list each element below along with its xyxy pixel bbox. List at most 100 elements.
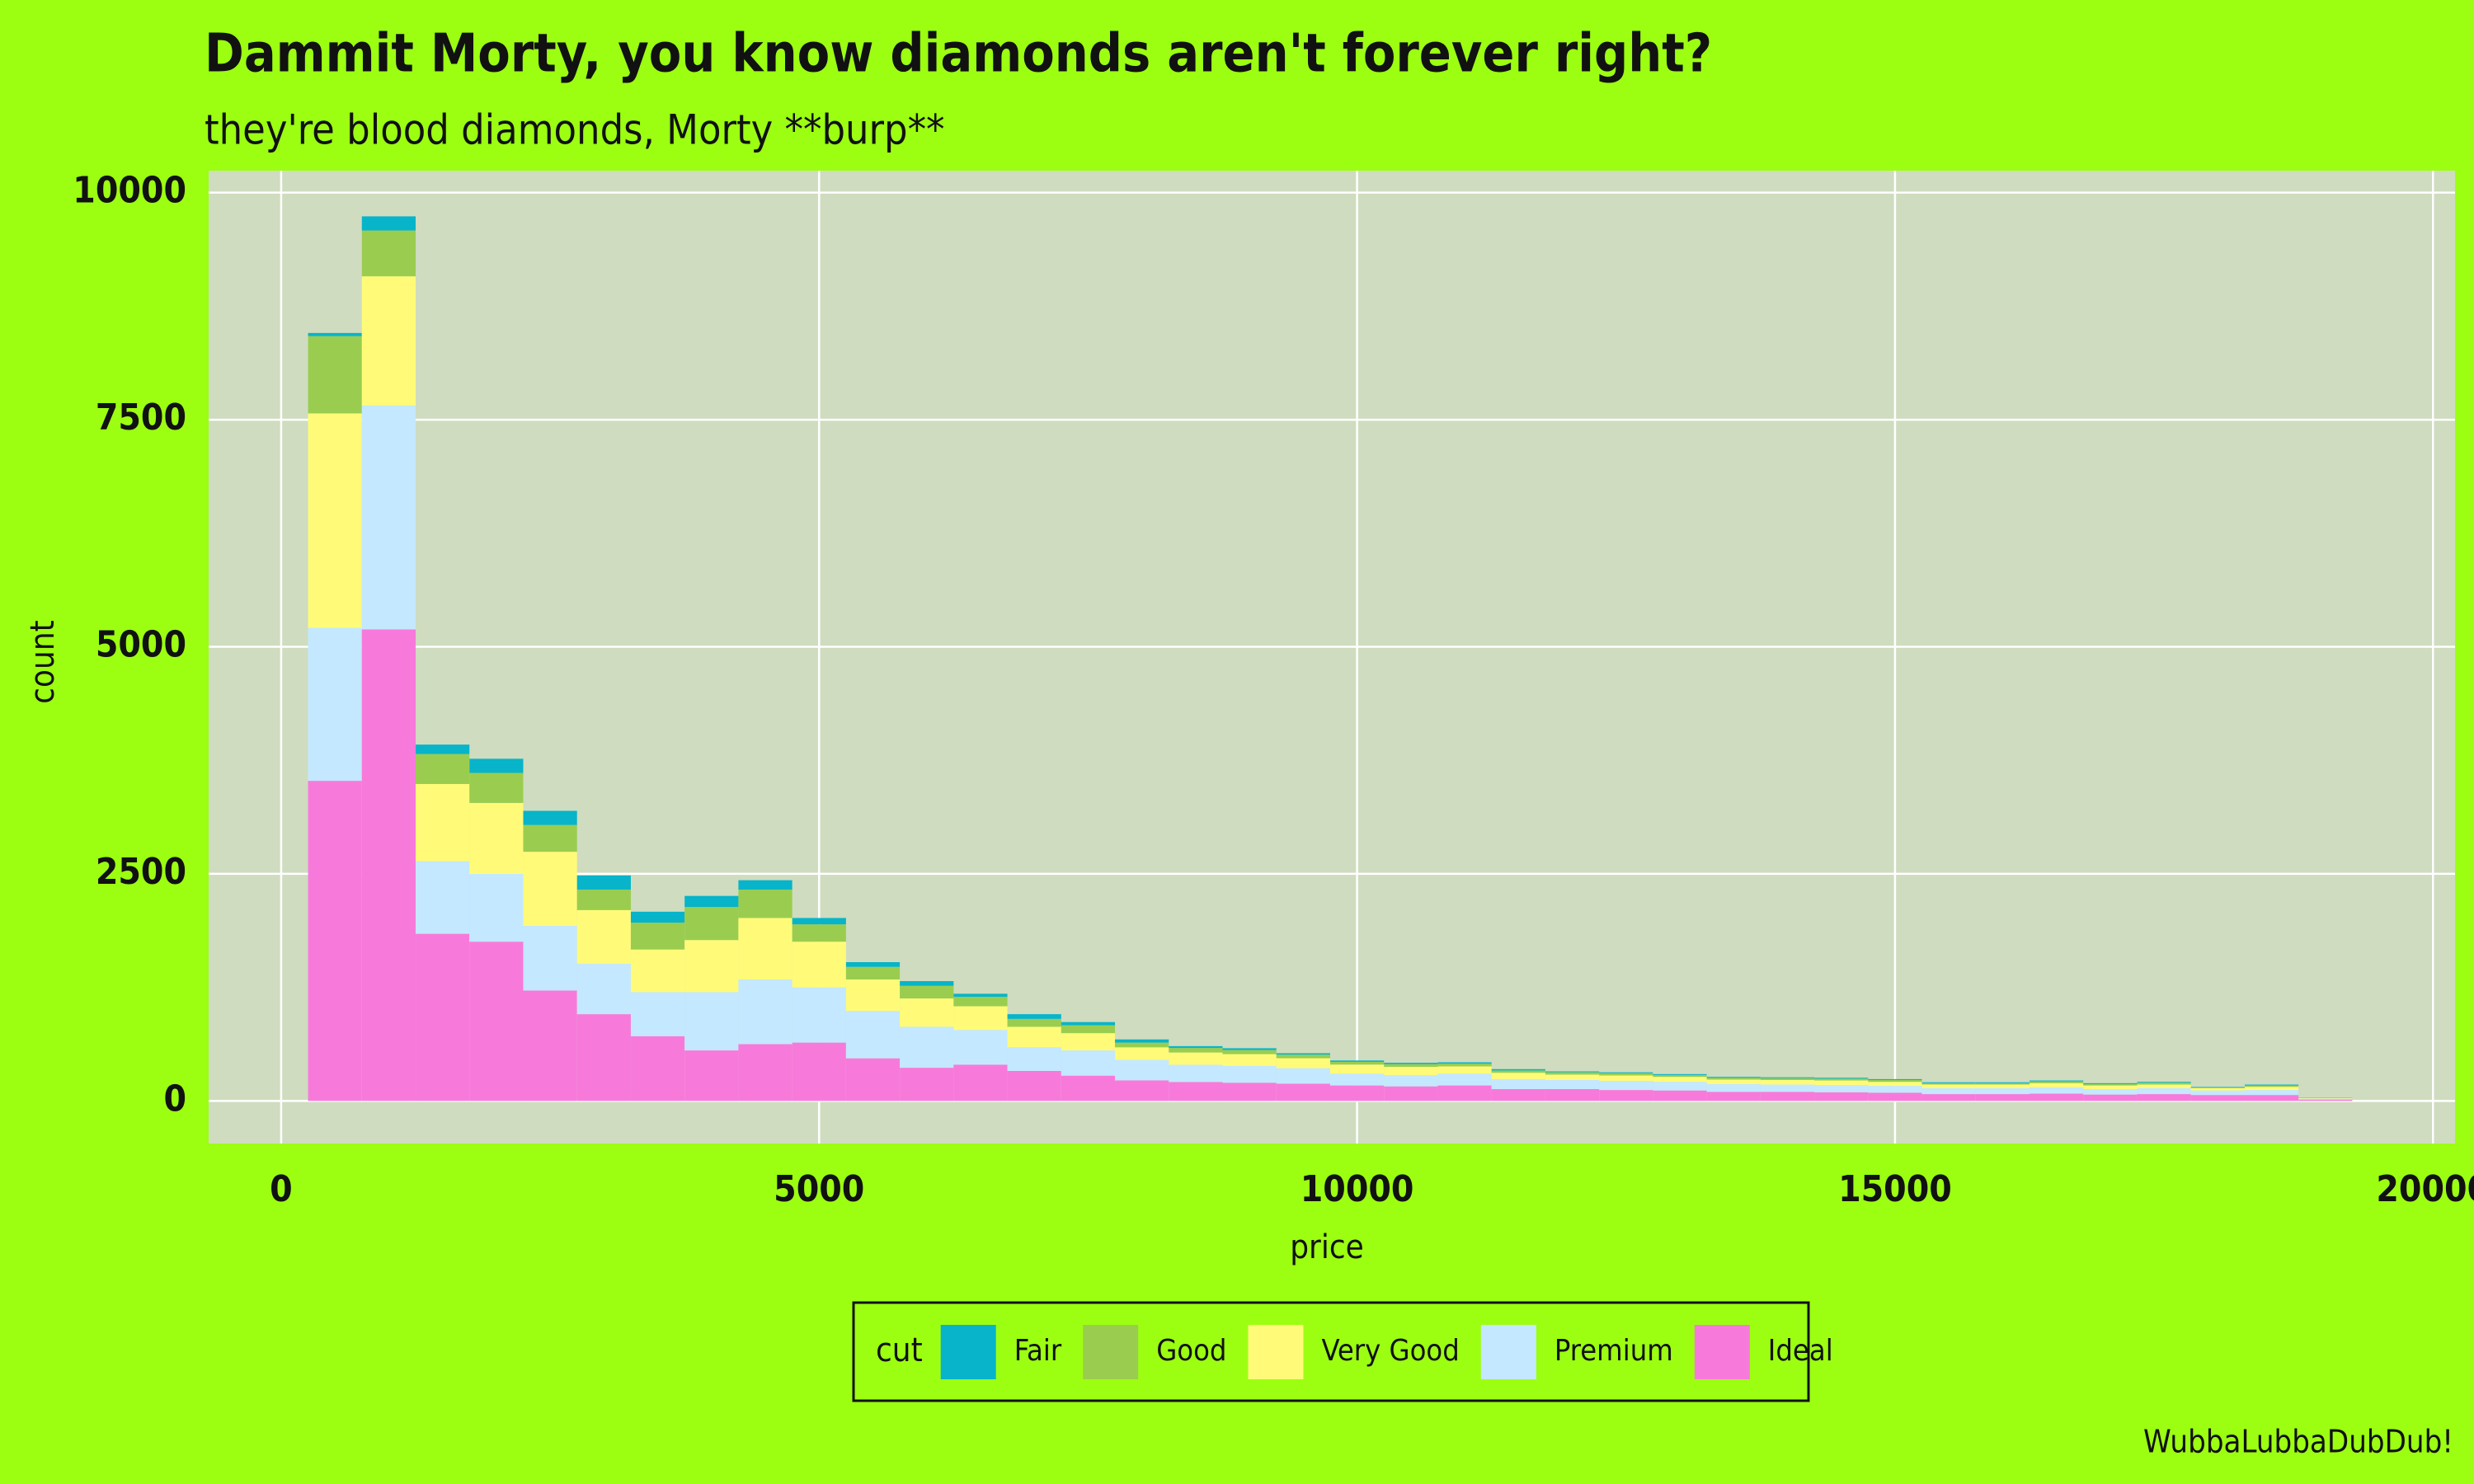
- bar-segment: [1061, 1050, 1116, 1076]
- bar-segment: [2298, 1098, 2353, 1099]
- bar-segment: [1276, 1068, 1330, 1084]
- bar-segment: [953, 1064, 1008, 1101]
- legend-box: [852, 1301, 1810, 1402]
- bar-segment: [1437, 1062, 1492, 1064]
- bar-segment: [1329, 1073, 1385, 1086]
- bar-segment: [469, 873, 524, 942]
- bar-segment: [308, 781, 362, 1101]
- bar-segment: [416, 783, 470, 862]
- bar-segment: [1115, 1059, 1169, 1081]
- bar-segment: [845, 966, 901, 980]
- bar-segment: [416, 861, 470, 934]
- bar-segment: [1921, 1087, 1976, 1095]
- bar-segment: [2030, 1093, 2084, 1101]
- bar-segment: [1599, 1090, 1653, 1101]
- bar-segment: [630, 992, 685, 1036]
- bar-segment: [738, 880, 793, 890]
- bar-segment: [1975, 1087, 2030, 1095]
- bar-segment: [576, 963, 631, 1015]
- bar-segment: [1222, 1082, 1277, 1101]
- bar-segment: [2030, 1082, 2084, 1087]
- bar-segment: [416, 744, 470, 754]
- bar-segment: [2083, 1094, 2138, 1101]
- x-tick-label: 15000: [1838, 1168, 1952, 1210]
- bar-segment: [2298, 1099, 2353, 1101]
- x-axis-label: price: [1290, 1228, 1364, 1266]
- legend-key: [1480, 1325, 1536, 1379]
- chart-title: Dammit Morty, you know diamonds aren't f…: [205, 24, 1712, 85]
- bar-segment: [1868, 1092, 1922, 1101]
- bar-segment: [684, 992, 739, 1051]
- bar-segment: [1276, 1054, 1330, 1059]
- bar-segment: [630, 1036, 685, 1101]
- bar-segment: [792, 987, 846, 1043]
- bar-segment: [576, 875, 631, 890]
- bar-segment: [2244, 1084, 2299, 1086]
- bar-segment: [1061, 1025, 1116, 1034]
- bar-segment: [1384, 1074, 1438, 1087]
- bar-segment: [684, 907, 739, 941]
- x-tick-label: 0: [270, 1168, 293, 1210]
- bar-segment: [1007, 1047, 1061, 1071]
- bar-segment: [1115, 1080, 1169, 1101]
- bar-segment: [416, 933, 470, 1101]
- bar-segment: [2083, 1085, 2138, 1090]
- bar-segment: [1222, 1048, 1277, 1050]
- bar-segment: [1384, 1067, 1438, 1075]
- legend-title: cut: [876, 1331, 923, 1369]
- bar-segment: [953, 993, 1008, 998]
- bar-segment: [1706, 1078, 1761, 1080]
- bar-segment: [1491, 1070, 1545, 1073]
- bar-segment: [2083, 1082, 2138, 1084]
- legend-key: [1694, 1325, 1750, 1379]
- bar-segment: [1760, 1078, 1815, 1080]
- bar-segment: [1384, 1063, 1438, 1064]
- legend-label: Ideal: [1768, 1334, 1833, 1368]
- bar-segment: [1007, 1026, 1061, 1048]
- bar-segment: [1545, 1089, 1600, 1101]
- bar-segment: [1491, 1068, 1545, 1071]
- bar-segment: [900, 985, 954, 999]
- bar-segment: [630, 923, 685, 950]
- bar-segment: [1653, 1074, 1707, 1078]
- bar-segment: [900, 1026, 954, 1068]
- bar-segment: [1653, 1090, 1707, 1101]
- bar-segment: [1169, 1082, 1223, 1101]
- legend-label: Fair: [1014, 1334, 1062, 1368]
- bar-segment: [361, 276, 416, 406]
- bar-segment: [1061, 1033, 1116, 1051]
- bar-segment: [469, 773, 524, 803]
- bar-segment: [792, 942, 846, 988]
- bar-segment: [1975, 1094, 2030, 1101]
- bar-segment: [738, 918, 793, 980]
- bar-segment: [953, 1030, 1008, 1065]
- bar-segment: [1706, 1083, 1761, 1092]
- y-tick-label: 0: [163, 1078, 186, 1120]
- bar-segment: [1868, 1082, 1922, 1087]
- bar-segment: [1276, 1083, 1330, 1101]
- bar-segment: [469, 802, 524, 874]
- bar-segment: [2030, 1087, 2084, 1094]
- bar-segment: [2298, 1098, 2353, 1100]
- bar-segment: [1653, 1077, 1707, 1082]
- bar-segment: [308, 413, 362, 628]
- legend-key: [1248, 1325, 1304, 1379]
- bar-segment: [1975, 1082, 2030, 1085]
- bar-segment: [1222, 1050, 1277, 1054]
- bar-segment: [1814, 1092, 1869, 1101]
- bar-segment: [1545, 1079, 1600, 1090]
- bar-segment: [1545, 1074, 1600, 1080]
- bar-segment: [1706, 1092, 1761, 1101]
- bar-segment: [1491, 1073, 1545, 1079]
- bar-segment: [361, 405, 416, 630]
- bar-segment: [1921, 1082, 1976, 1083]
- bar-segment: [1115, 1039, 1169, 1043]
- bar-segment: [1814, 1078, 1869, 1081]
- bar-segment: [1169, 1048, 1223, 1053]
- bar-segment: [1007, 1014, 1061, 1019]
- bar-segment: [2244, 1090, 2299, 1096]
- bar-segment: [1384, 1086, 1438, 1101]
- bar-segment: [576, 890, 631, 910]
- bar-segment: [523, 824, 577, 852]
